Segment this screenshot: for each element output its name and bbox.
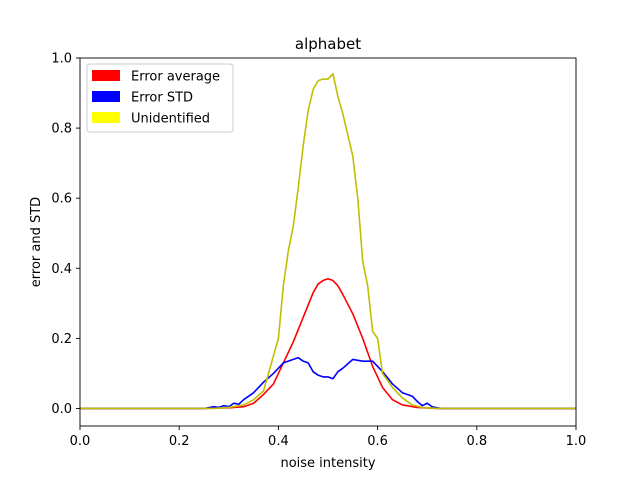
x-axis-label: noise intensity [280,456,375,471]
legend-label-1: Error average [131,70,220,85]
y-axis-label: error and STD [29,197,44,287]
y-tick-label: 0.6 [51,192,72,207]
x-tick-label: 1.0 [566,434,587,449]
y-tick-label: 0.8 [51,122,72,137]
chart-title: alphabet [295,35,361,53]
x-tick-label: 0.4 [268,434,289,449]
y-tick-label: 0.2 [51,332,72,347]
legend: Error average Error STD Unidentified [86,63,234,133]
y-tick-label: 0.0 [51,402,72,417]
axes-frame [79,57,577,427]
legend-swatch-2 [92,91,120,102]
x-tick-label: 0.6 [367,434,388,449]
legend-swatch-3 [92,112,120,123]
legend-label-3: Unidentified [131,112,210,127]
series-line-3 [80,72,576,410]
series-line-2 [80,356,576,410]
y-tick-label: 1.0 [51,52,72,67]
x-tick-label: 0.8 [466,434,487,449]
x-tick-label: 0.2 [169,434,190,449]
series-line-1 [80,277,576,410]
legend-box [86,63,234,133]
legend-label-2: Error STD [131,91,193,106]
legend-swatch-1 [92,70,120,81]
y-tick-label: 0.4 [51,262,72,277]
x-tick-label: 0.0 [70,434,91,449]
plot-area: 0.0 0.2 0.4 0.6 0.8 1.0 0.0 0.2 0.4 0.6 0.8 1.0 Erro… [51,52,586,450]
